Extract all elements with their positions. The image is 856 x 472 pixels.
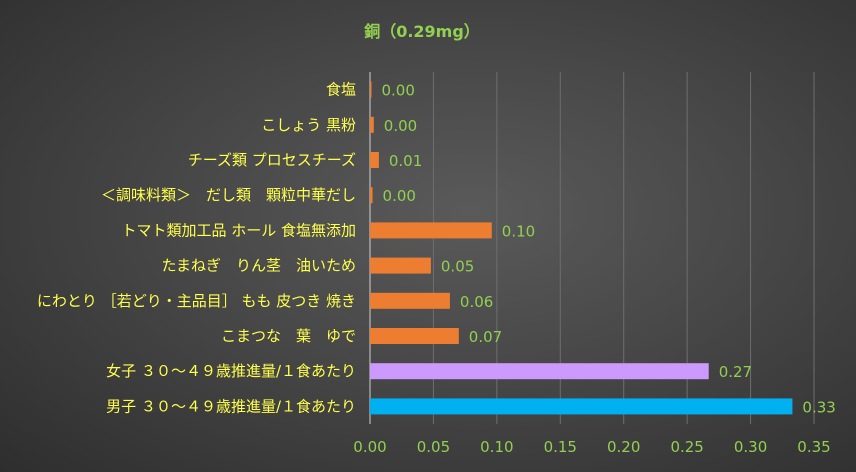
- category-label: チーズ類 プロセスチーズ: [188, 151, 356, 169]
- category-label: こまつな 葉 ゆで: [221, 327, 356, 345]
- data-label: 0.27: [719, 363, 752, 381]
- bar: [370, 116, 374, 133]
- bar: [370, 152, 379, 168]
- chart-title: 銅（0.29mg）: [364, 22, 480, 41]
- category-label: 食塩: [326, 81, 356, 99]
- category-label: トマト類加工品 ホール 食塩無添加: [121, 221, 356, 239]
- bar: [370, 81, 372, 98]
- x-tick-label: 0.30: [734, 438, 767, 456]
- data-label: 0.00: [383, 187, 416, 205]
- data-label: 0.10: [502, 222, 535, 240]
- data-labels: 0.00 0.00 0.01 0.00 0.10 0.05 0.06 0.07 0.27 0.33: [382, 82, 836, 417]
- x-axis-ticks: 0.00 0.05 0.10 0.15 0.20 0.25 0.30 0.35: [353, 438, 830, 456]
- bar: [370, 292, 450, 309]
- category-label: たまねぎ りん茎 油いため: [161, 257, 356, 275]
- x-tick-label: 0.05: [417, 438, 450, 456]
- category-label: こしょう 黒粉: [261, 116, 356, 134]
- bar: [370, 257, 431, 274]
- data-label: 0.00: [382, 82, 415, 100]
- x-tick-label: 0.00: [353, 438, 386, 456]
- category-label: 男子 ３０～４９歳推進量/１食あたり: [106, 397, 356, 415]
- bar: [370, 187, 373, 204]
- data-label: 0.05: [441, 258, 474, 276]
- gridlines: [369, 72, 815, 424]
- category-label: ＜調味料類＞ だし類 顆粒中華だし: [101, 186, 356, 204]
- data-label: 0.33: [802, 398, 835, 416]
- data-label: 0.07: [469, 328, 502, 346]
- bars: [370, 81, 793, 415]
- bar: [370, 222, 492, 239]
- bar: [370, 328, 459, 344]
- bar: [370, 398, 793, 415]
- x-tick-label: 0.20: [607, 438, 640, 456]
- data-label: 0.06: [460, 293, 493, 311]
- bar: [370, 363, 709, 380]
- x-tick-label: 0.25: [670, 438, 703, 456]
- category-label: にわとり ［若どり・主品目］ もも 皮つき 焼き: [37, 292, 356, 310]
- data-label: 0.01: [389, 152, 422, 170]
- x-tick-label: 0.35: [797, 438, 830, 456]
- data-label: 0.00: [384, 117, 417, 135]
- x-tick-label: 0.15: [544, 438, 577, 456]
- x-tick-label: 0.10: [480, 438, 513, 456]
- category-label: 女子 ３０～４９歳推進量/１食あたり: [106, 362, 356, 380]
